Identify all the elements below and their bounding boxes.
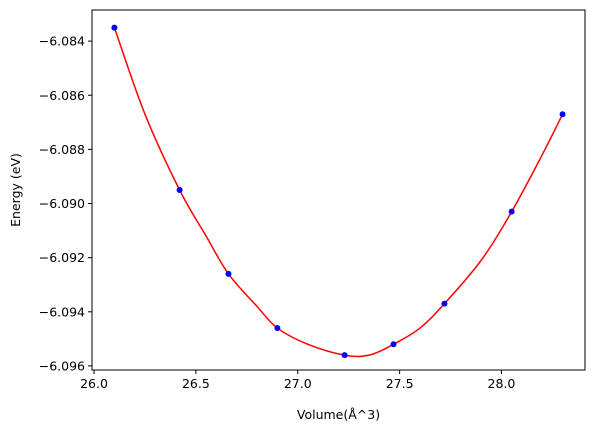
y-tick-label: −6.084 [39, 34, 85, 49]
y-axis-label: Energy (eV) [8, 153, 23, 227]
x-tick-label: 27.0 [284, 376, 312, 391]
y-tick-label: −6.090 [39, 196, 85, 211]
data-point [225, 270, 232, 277]
y-tick-label: −6.092 [39, 250, 85, 265]
data-point [111, 24, 118, 31]
data-points-layer [111, 24, 566, 359]
x-tick-label: 28.0 [488, 376, 516, 391]
x-tick-label: 26.0 [80, 376, 108, 391]
y-tick-label: −6.088 [39, 142, 85, 157]
x-axis-label: Volume(Å^3) [297, 407, 380, 422]
y-axis-ticks: −6.084 −6.086 −6.088 −6.090 −6.092 −6.094 −6.0… [39, 34, 92, 373]
data-point [508, 208, 515, 215]
data-point [441, 300, 448, 307]
x-axis-ticks: 26.0 26.5 27.0 27.5 28.0 [80, 370, 515, 391]
y-tick-label: −6.094 [39, 304, 85, 319]
data-point [341, 352, 348, 359]
x-tick-label: 26.5 [182, 376, 210, 391]
plot-frame [91, 9, 586, 371]
y-tick-label: −6.086 [39, 88, 85, 103]
data-point [559, 111, 566, 118]
data-point [390, 341, 397, 348]
x-tick-label: 27.5 [386, 376, 414, 391]
data-point [274, 325, 281, 332]
y-tick-label: −6.096 [39, 358, 85, 373]
data-point [176, 187, 183, 193]
